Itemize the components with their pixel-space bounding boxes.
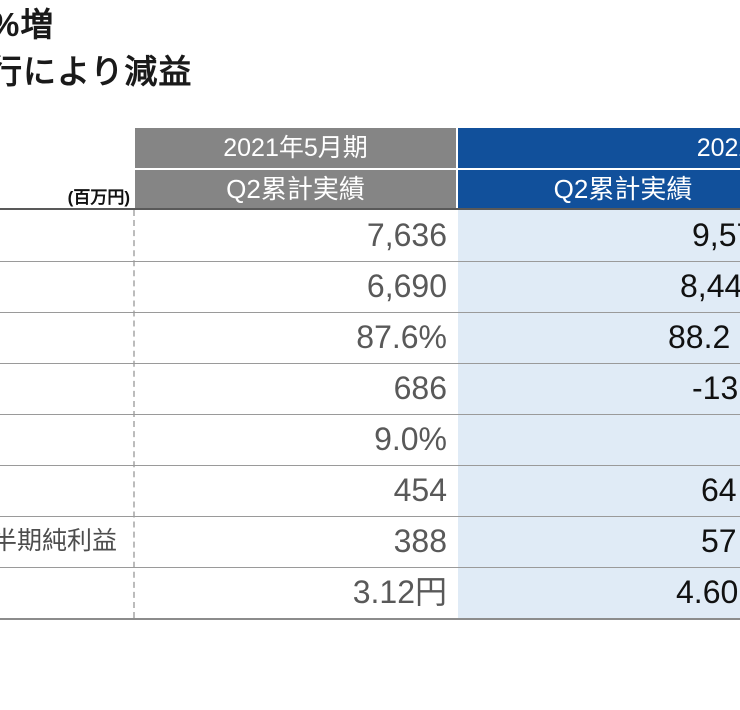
fy2021-value: 454 xyxy=(393,472,447,508)
headline-line2: 行により減益 xyxy=(0,53,193,90)
table-bottom-border xyxy=(0,618,740,620)
fy2022-value: 57 xyxy=(701,523,737,559)
fy2021-value: 9.0% xyxy=(374,421,447,457)
header-fy2021-sub: Q2累計実績 xyxy=(135,170,456,208)
row-divider xyxy=(0,516,740,517)
table-top-border xyxy=(0,208,740,210)
table-row: 3.12円 4.60 xyxy=(0,567,740,618)
fy2021-value: 87.6% xyxy=(356,319,447,355)
fy2021-value: 7,636 xyxy=(366,217,447,253)
row-label xyxy=(0,363,133,414)
table-row: 454 64 xyxy=(0,465,740,516)
row-label xyxy=(0,312,133,363)
row-label xyxy=(0,465,133,516)
row-label xyxy=(0,210,133,261)
headline-line1: %増 xyxy=(0,6,55,43)
row-divider xyxy=(0,465,740,466)
fy2022-value: 64 xyxy=(701,472,737,508)
fy2021-value: 3.12円 xyxy=(352,574,447,610)
fy2022-value: 88.2 xyxy=(668,319,731,355)
row-divider xyxy=(0,363,740,364)
header-fy2022-sub: Q2累計実績 xyxy=(458,170,740,208)
fy2022-value xyxy=(458,414,740,465)
fy2021-value: 6,690 xyxy=(366,268,447,304)
row-divider xyxy=(0,261,740,262)
unit-label: (百万円) xyxy=(67,188,130,207)
table-row: 9.0% xyxy=(0,414,740,465)
row-label xyxy=(0,261,133,312)
fy2021-value: 686 xyxy=(393,370,447,406)
fy2021-value: 388 xyxy=(393,523,447,559)
row-label xyxy=(0,567,133,618)
row-label: 半期純利益 xyxy=(0,527,118,555)
fy2022-value: -13 xyxy=(692,370,739,406)
row-label xyxy=(0,414,133,465)
table-row: 686 -13 xyxy=(0,363,740,414)
row-divider xyxy=(0,312,740,313)
table-row: 87.6% 88.2 xyxy=(0,312,740,363)
header-fy2022-period: 2022年5月期 xyxy=(458,128,740,168)
row-divider xyxy=(0,567,740,568)
fy2022-value: 9,57 xyxy=(692,217,740,253)
header-fy2022-sub-label: Q2累計実績 xyxy=(553,174,693,204)
table-row: 7,636 9,57 xyxy=(0,210,740,261)
row-divider xyxy=(0,414,740,415)
table-row: 6,690 8,44 xyxy=(0,261,740,312)
table-row: 半期純利益 388 57 xyxy=(0,516,740,567)
fy2022-value: 4.60 xyxy=(676,574,739,610)
header-fy2021-period: 2021年5月期 xyxy=(135,128,456,168)
fy2022-value: 8,44 xyxy=(680,268,740,304)
